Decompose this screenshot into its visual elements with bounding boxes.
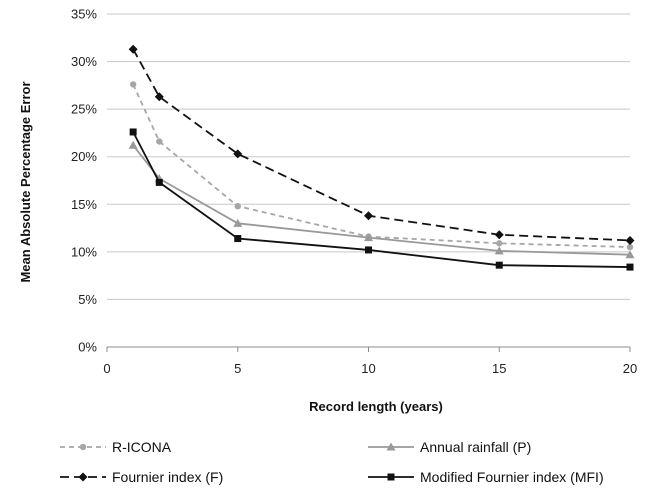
data-point [234,202,241,210]
data-point [386,442,396,451]
x-tick-label: 0 [103,361,110,376]
data-point [156,138,163,145]
data-point [625,235,635,245]
data-point [129,128,137,136]
data-point [387,473,395,481]
data-point [626,263,634,271]
series-line [128,44,635,245]
legend-label: R-ICONA [112,439,172,455]
data-point [494,230,504,240]
data-point [495,261,503,269]
y-tick-labels: 0% 5% 10% 15% 20% 25% 30% 35% [71,7,97,355]
y-tick-label: 10% [71,244,97,259]
data-point [365,246,372,254]
data-point [234,235,242,243]
series-line [129,81,634,251]
data-point [233,149,243,159]
series-lines [128,44,635,271]
data-point [155,178,163,186]
series-path [132,144,631,256]
legend-label: Fournier index (F) [112,469,223,485]
legend-item: Modified Fournier index (MFI) [368,469,604,485]
y-tick-label: 15% [71,197,97,212]
data-point [79,443,87,451]
x-tick-label: 20 [623,361,637,376]
data-point [129,81,137,88]
series-line [129,128,634,271]
y-tick-label: 5% [78,292,97,307]
data-point [154,92,164,102]
y-tick-label: 35% [71,7,97,22]
x-tick-label: 10 [361,361,375,376]
series-path [132,84,631,248]
axes [106,346,631,352]
series-line [128,140,635,259]
legend-item: R-ICONA [60,439,172,455]
data-point [364,211,373,221]
data-point [496,240,503,247]
y-tick-label: 20% [71,149,97,164]
x-tick-label: 15 [492,361,506,376]
y-axis-label: Mean Absolute Percentage Error [18,81,33,282]
legend-item: Fournier index (F) [60,469,223,485]
legend-item: Annual rainfall (P) [368,439,531,455]
data-point [364,233,373,242]
legend: R-ICONA Annual rainfall (P) Fournier index… [60,439,604,485]
series-path [132,131,631,268]
x-tick-label: 5 [234,361,241,376]
y-tick-label: 0% [78,340,97,355]
data-point [625,250,635,259]
data-point [494,246,504,255]
y-tick-label: 25% [71,102,97,117]
x-tick-labels: 0 5 10 15 20 [103,361,637,376]
y-tick-label: 30% [71,54,97,69]
data-point [128,44,138,54]
data-point [78,472,88,482]
gridlines [107,13,630,300]
data-point [128,140,138,149]
legend-label: Modified Fournier index (MFI) [420,469,604,485]
data-point [626,243,634,251]
series-path [132,48,631,242]
data-point [233,218,243,227]
legend-label: Annual rainfall (P) [420,439,531,455]
x-axis-label: Record length (years) [309,399,443,414]
